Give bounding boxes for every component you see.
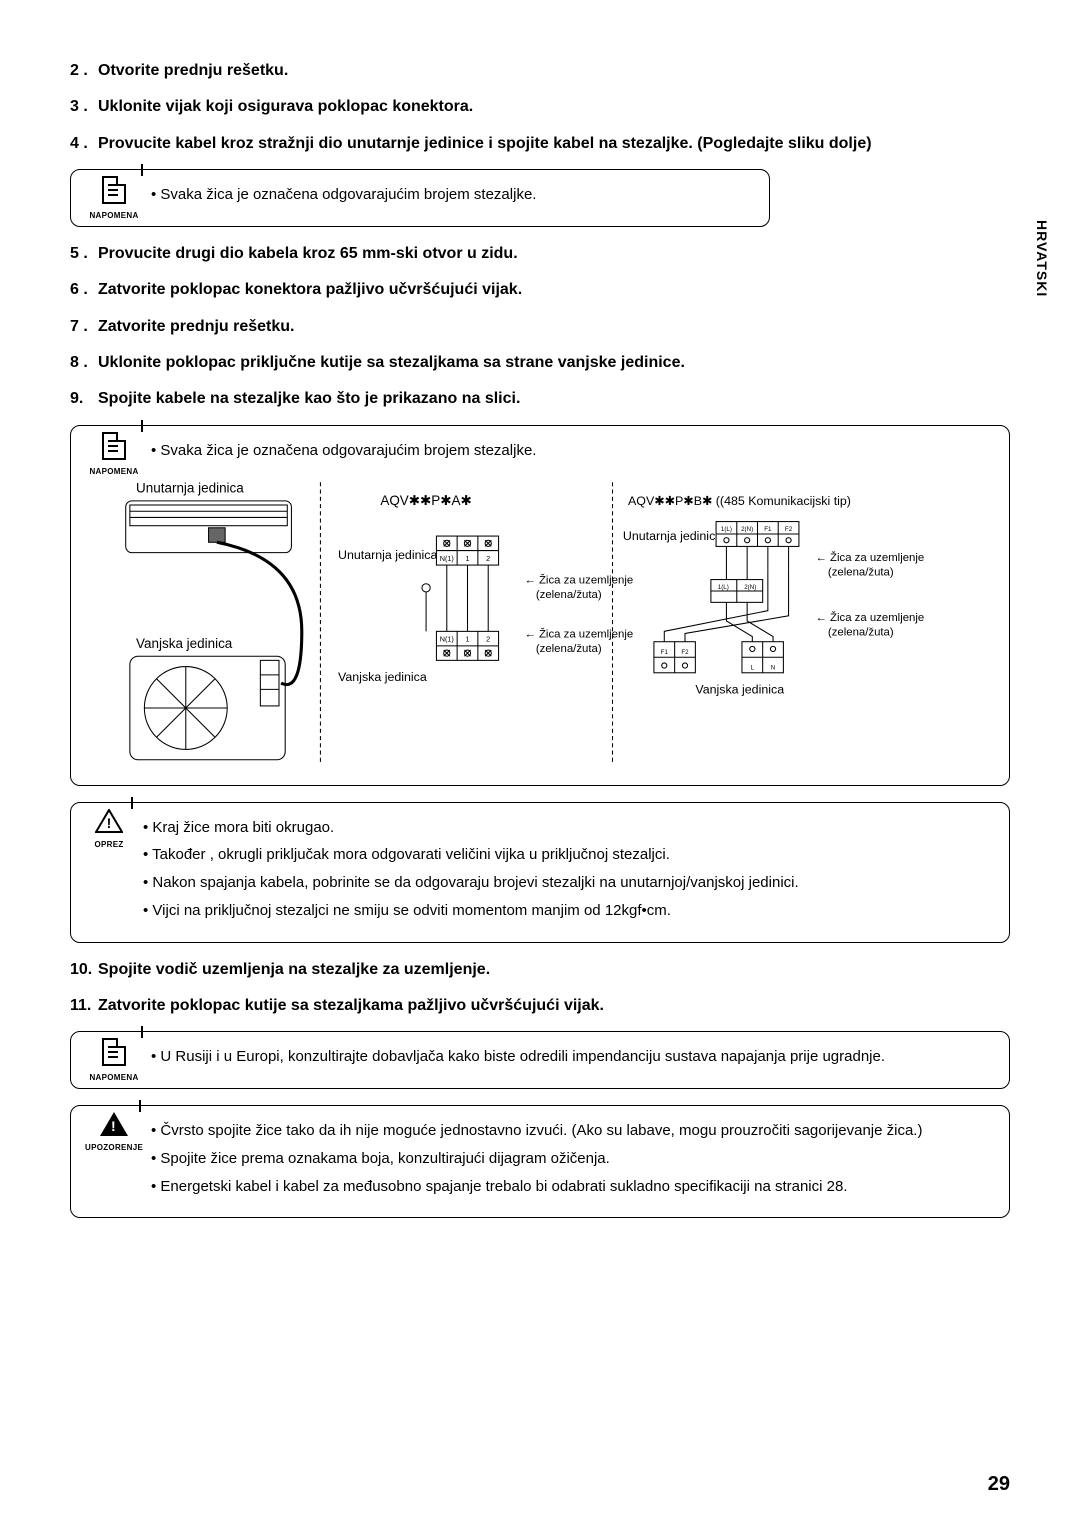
note2-item: Svaka žica je označena odgovarajućim bro… — [151, 440, 993, 462]
note-box-3: NAPOMENA U Rusiji i u Europi, konzultira… — [70, 1031, 1010, 1089]
step-7: 7 .Zatvorite prednju rešetku. — [70, 316, 1010, 338]
note-icon — [102, 1038, 126, 1066]
svg-text:Unutarnja jedinica: Unutarnja jedinica — [623, 529, 722, 543]
svg-text:(zelena/žuta): (zelena/žuta) — [536, 589, 602, 601]
svg-text:2(N): 2(N) — [744, 584, 756, 591]
svg-text:Vanjska jedinica: Vanjska jedinica — [695, 682, 784, 696]
svg-text:(zelena/žuta): (zelena/žuta) — [828, 626, 894, 638]
warning-label: UPOZORENJE — [85, 1143, 143, 1152]
svg-text:N: N — [771, 664, 775, 671]
caution-item-1: Također , okrugli priključak mora odgova… — [143, 844, 993, 866]
warning-icon — [100, 1112, 128, 1136]
step-3: 3 .Uklonite vijak koji osigurava poklopa… — [70, 96, 1010, 118]
note-box-2: NAPOMENA Svaka žica je označena odgovara… — [70, 425, 1010, 786]
caution-item-3: Vijci na priključnoj stezaljci ne smiju … — [143, 900, 993, 922]
svg-text:AQV✱✱P✱A✱: AQV✱✱P✱A✱ — [380, 493, 471, 508]
warning-box: UPOZORENJE Čvrsto spojite žice tako da i… — [70, 1105, 1010, 1218]
step-2: 2 .Otvorite prednju rešetku. — [70, 60, 1010, 82]
svg-text:F1: F1 — [661, 649, 669, 656]
caution-icon: ! — [95, 809, 123, 833]
step-9: 9.Spojite kabele na stezaljke kao što je… — [70, 388, 1010, 410]
caution-item-2: Nakon spajanja kabela, pobrinite se da o… — [143, 872, 993, 894]
svg-text:← Žica za uzemljenje: ← Žica za uzemljenje — [524, 627, 633, 640]
steps-block-2: 5 .Provucite drugi dio kabela kroz 65 mm… — [70, 243, 1010, 411]
step-8: 8 .Uklonite poklopac priključne kutije s… — [70, 352, 1010, 374]
svg-text:(zelena/žuta): (zelena/žuta) — [536, 643, 602, 655]
svg-text:← Žica za uzemljenje: ← Žica za uzemljenje — [524, 573, 633, 586]
svg-text:F2: F2 — [785, 526, 793, 533]
svg-text:N(1): N(1) — [440, 554, 454, 563]
note3-item: U Rusiji i u Europi, konzultirajte dobav… — [151, 1046, 993, 1068]
svg-text:1(L): 1(L) — [721, 526, 732, 533]
page-number: 29 — [988, 1473, 1010, 1496]
caution-label: OPREZ — [85, 840, 133, 849]
svg-text:1(L): 1(L) — [718, 584, 729, 591]
note-icon — [102, 432, 126, 460]
svg-text:1: 1 — [465, 634, 469, 643]
svg-text:F1: F1 — [764, 526, 772, 533]
svg-text:1: 1 — [465, 554, 469, 563]
note-icon — [102, 176, 126, 204]
steps-block-1: 2 .Otvorite prednju rešetku. 3 .Uklonite… — [70, 60, 1010, 155]
svg-text:F2: F2 — [681, 649, 689, 656]
svg-text:AQV✱✱P✱B✱ ((485 Komunikacijski: AQV✱✱P✱B✱ ((485 Komunikacijski tip) — [628, 494, 851, 508]
svg-text:N(1): N(1) — [440, 634, 454, 643]
svg-text:(zelena/žuta): (zelena/žuta) — [828, 566, 894, 578]
svg-text:Unutarnja jedinica: Unutarnja jedinica — [338, 547, 437, 561]
note-label: NAPOMENA — [85, 211, 143, 220]
note-box-1: NAPOMENA Svaka žica je označena odgovara… — [70, 169, 770, 227]
svg-text:2(N): 2(N) — [741, 526, 753, 533]
language-side-label: HRVATSKI — [1034, 220, 1050, 297]
svg-text:2: 2 — [486, 634, 490, 643]
note-label: NAPOMENA — [85, 467, 143, 476]
steps-block-3: 10.Spojite vodič uzemljenja na stezaljke… — [70, 959, 1010, 1018]
caution-box: ! OPREZ Kraj žice mora biti okrugao. Tak… — [70, 802, 1010, 943]
step-6: 6 .Zatvorite poklopac konektora pažljivo… — [70, 279, 1010, 301]
warn-item-0: Čvrsto spojite žice tako da ih nije mogu… — [151, 1120, 993, 1142]
svg-text:← Žica za uzemljenje: ← Žica za uzemljenje — [816, 551, 925, 564]
wiring-diagram-svg: Unutarnja jedinica Vanjska jedinica — [87, 476, 993, 766]
svg-text:!: ! — [107, 815, 112, 831]
svg-text:← Žica za uzemljenje: ← Žica za uzemljenje — [816, 611, 925, 624]
svg-text:L: L — [751, 664, 755, 671]
svg-text:Unutarnja jedinica: Unutarnja jedinica — [136, 480, 244, 495]
warn-item-1: Spojite žice prema oznakama boja, konzul… — [151, 1148, 993, 1170]
step-10: 10.Spojite vodič uzemljenja na stezaljke… — [70, 959, 1010, 981]
step-5: 5 .Provucite drugi dio kabela kroz 65 mm… — [70, 243, 1010, 265]
step-4: 4 .Provucite kabel kroz stražnji dio unu… — [70, 133, 1010, 155]
note-label: NAPOMENA — [85, 1073, 143, 1082]
note1-item: Svaka žica je označena odgovarajućim bro… — [151, 184, 753, 206]
wiring-figure: Unutarnja jedinica Vanjska jedinica — [87, 476, 993, 771]
svg-text:Vanjska jedinica: Vanjska jedinica — [338, 670, 427, 684]
warn-item-2: Energetski kabel i kabel za međusobno sp… — [151, 1176, 993, 1198]
step-11: 11.Zatvorite poklopac kutije sa stezaljk… — [70, 995, 1010, 1017]
svg-text:2: 2 — [486, 554, 490, 563]
svg-text:Vanjska jedinica: Vanjska jedinica — [136, 636, 233, 651]
caution-item-0: Kraj žice mora biti okrugao. — [143, 817, 993, 839]
